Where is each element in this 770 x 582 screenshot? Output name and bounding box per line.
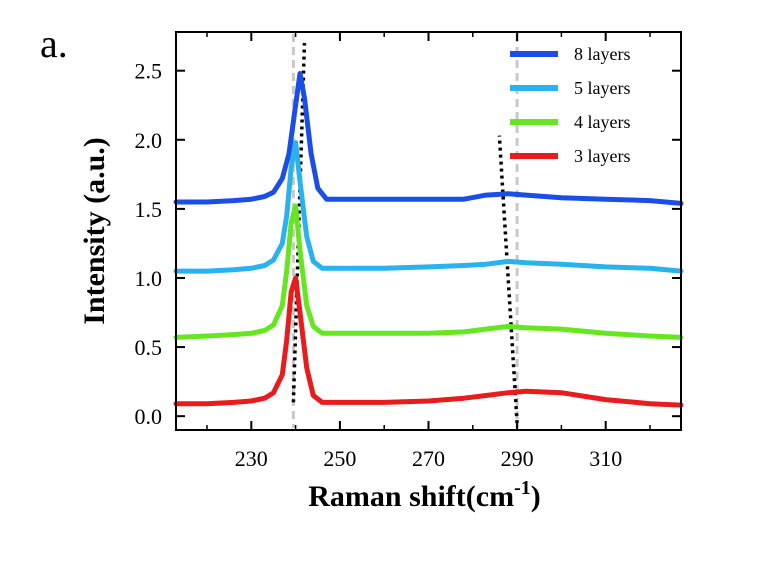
y-tick-label: 0.0 <box>135 404 163 429</box>
series-line-3-layers <box>173 275 684 408</box>
series-line-4-layers <box>173 203 684 340</box>
y-tick-label: 0.5 <box>135 335 163 360</box>
y-tick-label: 2.5 <box>135 59 163 84</box>
series-line-8-layers <box>173 71 684 206</box>
x-axis-title-superscript: -1 <box>514 477 531 499</box>
y-tick-label: 2.0 <box>135 128 163 153</box>
x-axis-title-main: Raman shift(cm <box>308 480 514 513</box>
axis-ticks: 230 250 270 290 310 0.0 0.5 1.0 1.5 2.0 2.5 <box>135 32 681 471</box>
x-tick-label: 310 <box>589 446 622 471</box>
legend-label: 5 layers <box>574 78 630 98</box>
black-dotted-guide-2 <box>497 135 519 424</box>
legend-label: 3 layers <box>574 146 630 166</box>
x-tick-label: 290 <box>501 446 534 471</box>
series-line-5-layers <box>173 140 684 274</box>
legend: 8 layers 5 layers 4 layers 3 layers <box>510 44 630 166</box>
x-axis-title: Raman shift(cm-1) <box>308 477 540 513</box>
x-tick-label: 230 <box>235 446 268 471</box>
series-layer <box>173 71 684 408</box>
y-axis-title: Intensity (a.u.) <box>78 137 111 325</box>
x-tick-label: 270 <box>412 446 445 471</box>
y-tick-label: 1.5 <box>135 197 163 222</box>
x-tick-label: 250 <box>323 446 356 471</box>
legend-label: 8 layers <box>574 44 630 64</box>
panel-label: a. <box>40 21 68 66</box>
guide-lines <box>291 34 519 428</box>
y-tick-label: 1.0 <box>135 266 163 291</box>
legend-label: 4 layers <box>574 112 630 132</box>
x-axis-title-end: ) <box>531 480 541 513</box>
